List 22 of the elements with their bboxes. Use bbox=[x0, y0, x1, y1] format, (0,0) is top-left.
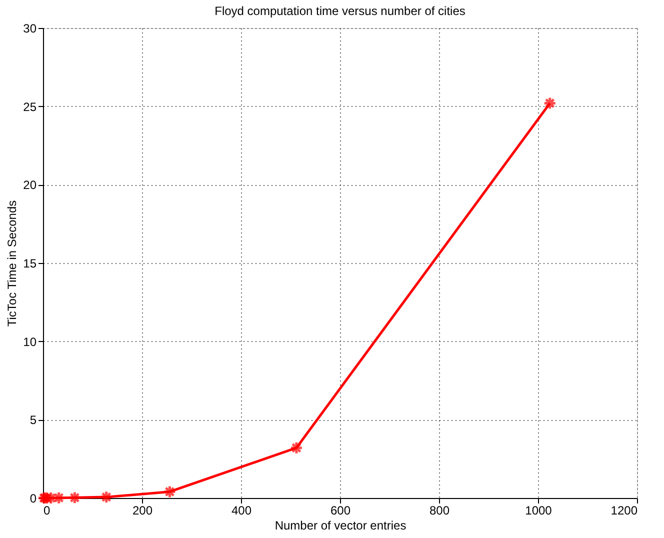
x-tick-label: 600 bbox=[330, 504, 351, 518]
point bbox=[100, 490, 114, 504]
y-tick-label: 5 bbox=[30, 413, 37, 428]
y-tick-label: 10 bbox=[23, 334, 37, 349]
x-tick-label: 200 bbox=[132, 504, 153, 518]
point bbox=[68, 490, 82, 504]
x-tick-label: 800 bbox=[429, 504, 450, 518]
y-axis-title: TicToc Time in Seconds bbox=[5, 200, 20, 327]
x-tick-label: 0 bbox=[44, 504, 50, 518]
y-tick-label: 25 bbox=[23, 100, 37, 114]
y-tick-label: 30 bbox=[23, 22, 37, 36]
x-tick-label: 400 bbox=[231, 504, 252, 518]
point bbox=[543, 96, 557, 110]
x-tick-label: 1000 bbox=[525, 504, 552, 518]
point bbox=[290, 441, 304, 455]
y-tick-label: 20 bbox=[23, 178, 37, 192]
y-tick-label: 15 bbox=[23, 256, 37, 270]
y-tick-label: 0 bbox=[30, 492, 37, 506]
x-tick-label: 1200 bbox=[610, 504, 638, 518]
chart-title: Floyd computation time versus number of cities bbox=[214, 4, 466, 18]
point bbox=[162, 485, 176, 498]
x-axis-title: Number of vector entries bbox=[274, 518, 406, 532]
